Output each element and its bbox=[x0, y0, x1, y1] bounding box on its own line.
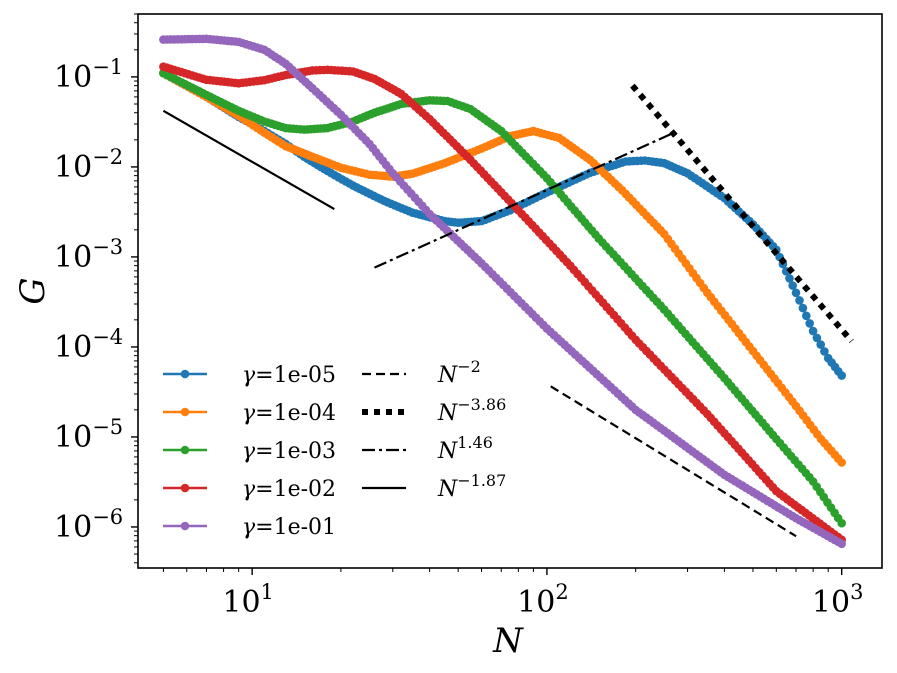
legend-entry-series-1: γ=1e-04 bbox=[163, 401, 336, 426]
legend-label: γ=1e-03 bbox=[242, 439, 336, 464]
legend-marker bbox=[180, 369, 190, 379]
legend-marker bbox=[180, 445, 190, 455]
reference-line-1 bbox=[630, 83, 854, 344]
reference-line-0 bbox=[550, 385, 797, 538]
y-tick-label: 10−2 bbox=[54, 145, 123, 185]
y-tick-label: 10−5 bbox=[54, 415, 123, 455]
legend-entry-series-3: γ=1e-02 bbox=[163, 477, 336, 502]
legend-entry-reference-0: N−2 bbox=[362, 357, 481, 388]
legend-entry-reference-3: N−1.87 bbox=[362, 471, 506, 502]
legend-label: γ=1e-04 bbox=[242, 401, 336, 426]
data-point bbox=[837, 518, 846, 528]
x-tick-label: 101 bbox=[222, 580, 274, 620]
legend-label: N−1.87 bbox=[437, 471, 506, 502]
x-tick-label: 103 bbox=[812, 580, 864, 620]
y-axis-label: G bbox=[13, 277, 53, 304]
data-point bbox=[795, 296, 804, 305]
legend-marker bbox=[180, 483, 190, 493]
y-tick-label: 10−1 bbox=[54, 55, 123, 95]
legend-entry-series-2: γ=1e-03 bbox=[163, 439, 336, 464]
legend-label: N−3.86 bbox=[437, 395, 506, 426]
data-point bbox=[812, 333, 822, 343]
y-tick-label: 10−6 bbox=[54, 505, 123, 545]
legend-entry-series-0: γ=1e-05 bbox=[163, 363, 336, 388]
legend-label: N−2 bbox=[437, 357, 481, 388]
data-point bbox=[837, 458, 846, 467]
legend-entry-reference-1: N−3.86 bbox=[362, 395, 506, 426]
legend-label: γ=1e-05 bbox=[242, 363, 336, 388]
data-point bbox=[788, 281, 797, 290]
data-point bbox=[837, 371, 846, 380]
data-point bbox=[816, 340, 825, 349]
data-point bbox=[808, 326, 818, 336]
legend-entry-reference-2: N1.46 bbox=[362, 433, 493, 464]
data-point bbox=[802, 311, 811, 321]
x-tick-label: 102 bbox=[517, 580, 569, 620]
series-4 bbox=[159, 34, 846, 549]
series-3 bbox=[159, 62, 846, 545]
legend-marker bbox=[180, 521, 190, 531]
legend-label: N1.46 bbox=[437, 433, 493, 464]
data-point bbox=[791, 288, 801, 298]
x-axis-label: N bbox=[492, 621, 524, 661]
data-point bbox=[820, 347, 829, 356]
plot-frame bbox=[137, 13, 883, 569]
reference-line-3 bbox=[162, 109, 335, 211]
data-point bbox=[805, 319, 814, 328]
legend-marker bbox=[180, 407, 190, 417]
data-point bbox=[837, 539, 846, 549]
reference-line-2 bbox=[374, 131, 675, 269]
y-tick-label: 10−4 bbox=[54, 325, 123, 365]
y-tick-label: 10−3 bbox=[54, 235, 123, 275]
legend-entry-series-4: γ=1e-01 bbox=[163, 515, 336, 540]
data-point bbox=[785, 274, 794, 283]
data-point bbox=[798, 303, 808, 313]
legend-label: γ=1e-02 bbox=[242, 477, 336, 502]
legend-label: γ=1e-01 bbox=[242, 515, 336, 540]
series-line bbox=[163, 37, 843, 545]
series-2 bbox=[159, 68, 846, 528]
